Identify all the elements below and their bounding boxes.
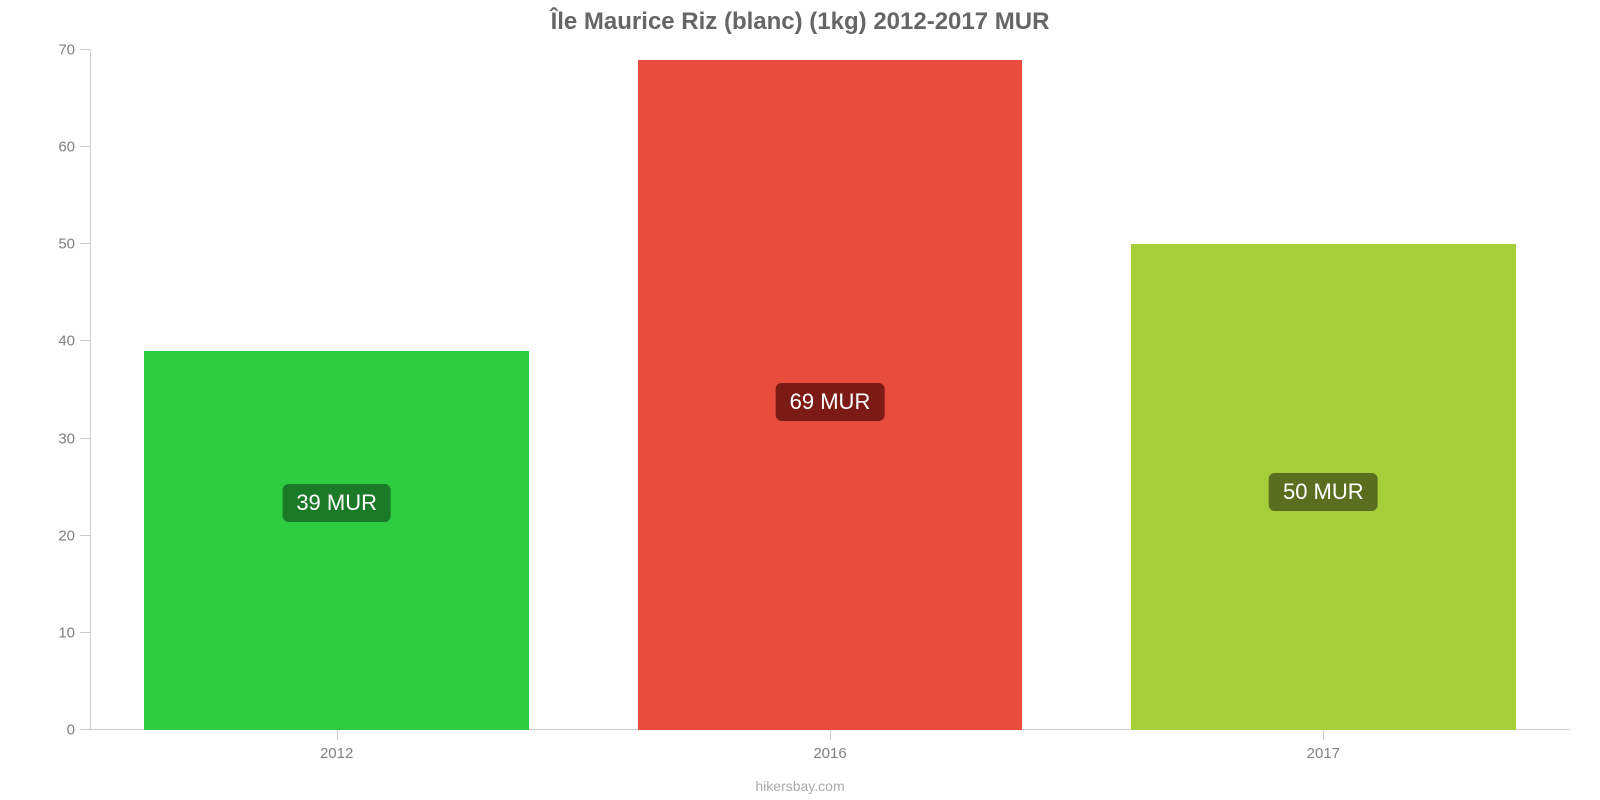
chart-title: Île Maurice Riz (blanc) (1kg) 2012-2017 … [551, 8, 1050, 35]
bar-value-label: 50 MUR [1269, 473, 1378, 511]
x-tick-label: 2017 [1307, 745, 1340, 762]
y-tick-label: 50 [35, 236, 75, 253]
credit-text: hikersbay.com [0, 778, 1600, 794]
y-axis [90, 50, 91, 730]
y-tick [80, 49, 90, 50]
y-tick-label: 10 [35, 624, 75, 641]
y-tick [80, 632, 90, 633]
plot-area: 010203040506070201239 MUR201669 MUR20175… [90, 50, 1570, 730]
x-tick [337, 730, 338, 740]
bar-value-label: 69 MUR [776, 383, 885, 421]
x-tick [830, 730, 831, 740]
bar-value-label: 39 MUR [282, 484, 391, 522]
y-tick-label: 70 [35, 42, 75, 59]
y-tick-label: 60 [35, 139, 75, 156]
x-tick-label: 2012 [320, 745, 353, 762]
y-tick-label: 0 [35, 722, 75, 739]
y-tick [80, 340, 90, 341]
chart-container: Île Maurice Riz (blanc) (1kg) 2012-2017 … [0, 0, 1600, 800]
bar: 39 MUR [144, 351, 529, 730]
y-tick [80, 438, 90, 439]
chart-title-wrap: Île Maurice Riz (blanc) (1kg) 2012-2017 … [0, 8, 1600, 36]
y-tick [80, 146, 90, 147]
y-tick [80, 535, 90, 536]
bar: 69 MUR [638, 60, 1023, 730]
y-tick [80, 243, 90, 244]
y-tick-label: 20 [35, 527, 75, 544]
x-tick [1323, 730, 1324, 740]
y-tick-label: 40 [35, 333, 75, 350]
bar: 50 MUR [1131, 244, 1516, 730]
y-tick-label: 30 [35, 430, 75, 447]
x-tick-label: 2016 [813, 745, 846, 762]
y-tick [80, 729, 90, 730]
